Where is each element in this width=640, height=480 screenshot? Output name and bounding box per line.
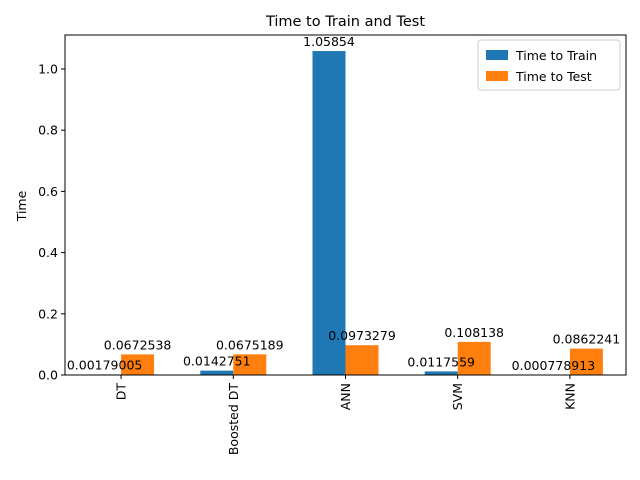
y-axis-title: Time [14, 190, 29, 222]
x-tick-label: Boosted DT [226, 383, 241, 456]
y-tick-label: 0.8 [38, 123, 58, 138]
bar-value-label: 0.0672538 [104, 337, 172, 352]
bar-value-label: 0.0142751 [183, 354, 251, 369]
legend-label: Time to Train [515, 48, 597, 63]
bar-test-4 [569, 348, 603, 375]
y-tick-label: 1.0 [38, 61, 58, 76]
bar-value-label: 0.000778913 [512, 358, 596, 373]
y-tick-label: 0.2 [38, 306, 58, 321]
bar-value-label: 0.0117559 [407, 354, 475, 369]
legend-label: Time to Test [515, 69, 592, 84]
x-tick-label: DT [114, 383, 129, 401]
bar-value-label: 1.05854 [303, 34, 355, 49]
legend: Time to Train Time to Test [477, 39, 621, 91]
legend-box [477, 39, 621, 91]
bar-value-label: 0.0862241 [553, 332, 621, 347]
legend-swatch [486, 50, 508, 60]
chart-title: Time to Train and Test [265, 14, 425, 30]
y-tick-label: 0.0 [38, 368, 58, 383]
bar-train-3 [424, 371, 458, 375]
y-tick-label: 0.6 [38, 184, 58, 199]
x-tick-label: ANN [338, 383, 353, 410]
bar-value-label: 0.0973279 [328, 328, 396, 343]
plot-area: 0.00179005 0.0142751 1.05854 0.0117559 0.000… [38, 34, 627, 456]
x-tick-label: KNN [562, 383, 577, 410]
legend-swatch [486, 71, 508, 81]
bar-value-label: 0.00179005 [67, 357, 143, 372]
bar-value-label: 0.108138 [444, 325, 504, 340]
bar-test-3 [457, 341, 491, 375]
bar-test-0 [121, 354, 155, 375]
bar-value-label: 0.0675189 [216, 337, 284, 352]
y-tick-label: 0.4 [38, 245, 58, 260]
bar-test-1 [233, 354, 267, 375]
x-tick-label: SVM [450, 383, 465, 410]
bar-test-2 [345, 345, 379, 375]
bar-train-2 [312, 51, 346, 375]
bar-train-1 [200, 370, 234, 375]
